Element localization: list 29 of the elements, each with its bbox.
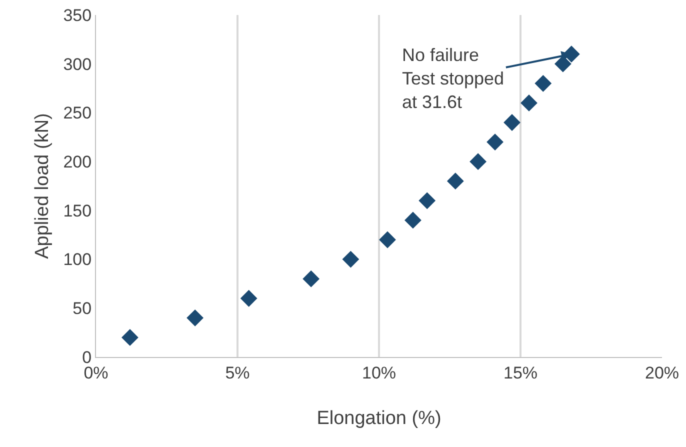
point: [404, 212, 422, 229]
point: [486, 134, 504, 150]
point: [554, 55, 572, 72]
point: [379, 231, 396, 248]
point: [342, 250, 360, 268]
point: [186, 309, 204, 326]
point: [520, 94, 538, 112]
x-tick-label: 10%: [362, 363, 396, 382]
y-axis-title: Applied load (kN): [32, 113, 53, 259]
x-tick-label: 5%: [225, 363, 250, 382]
y-tick-label: 200: [63, 152, 92, 172]
y-tick-label: 250: [63, 104, 92, 123]
x-tick-label: 15%: [503, 363, 538, 382]
point: [446, 172, 464, 190]
point: [302, 270, 320, 288]
point: [418, 192, 436, 210]
x-axis-title: Elongation (%): [316, 408, 442, 429]
y-tick-label: 100: [63, 250, 92, 270]
annotation: No failure Test stopped at 31.6t: [402, 45, 504, 112]
point: [240, 290, 258, 307]
y-tick-label: 150: [63, 201, 92, 220]
y-tick-label: 350: [63, 6, 92, 25]
point: [470, 153, 486, 170]
y-tick-label: 300: [63, 54, 92, 74]
point: [122, 329, 138, 346]
x-tick-label: 20%: [644, 363, 680, 382]
point: [534, 74, 552, 92]
y-tick-label: 50: [72, 299, 92, 318]
point: [504, 114, 520, 131]
